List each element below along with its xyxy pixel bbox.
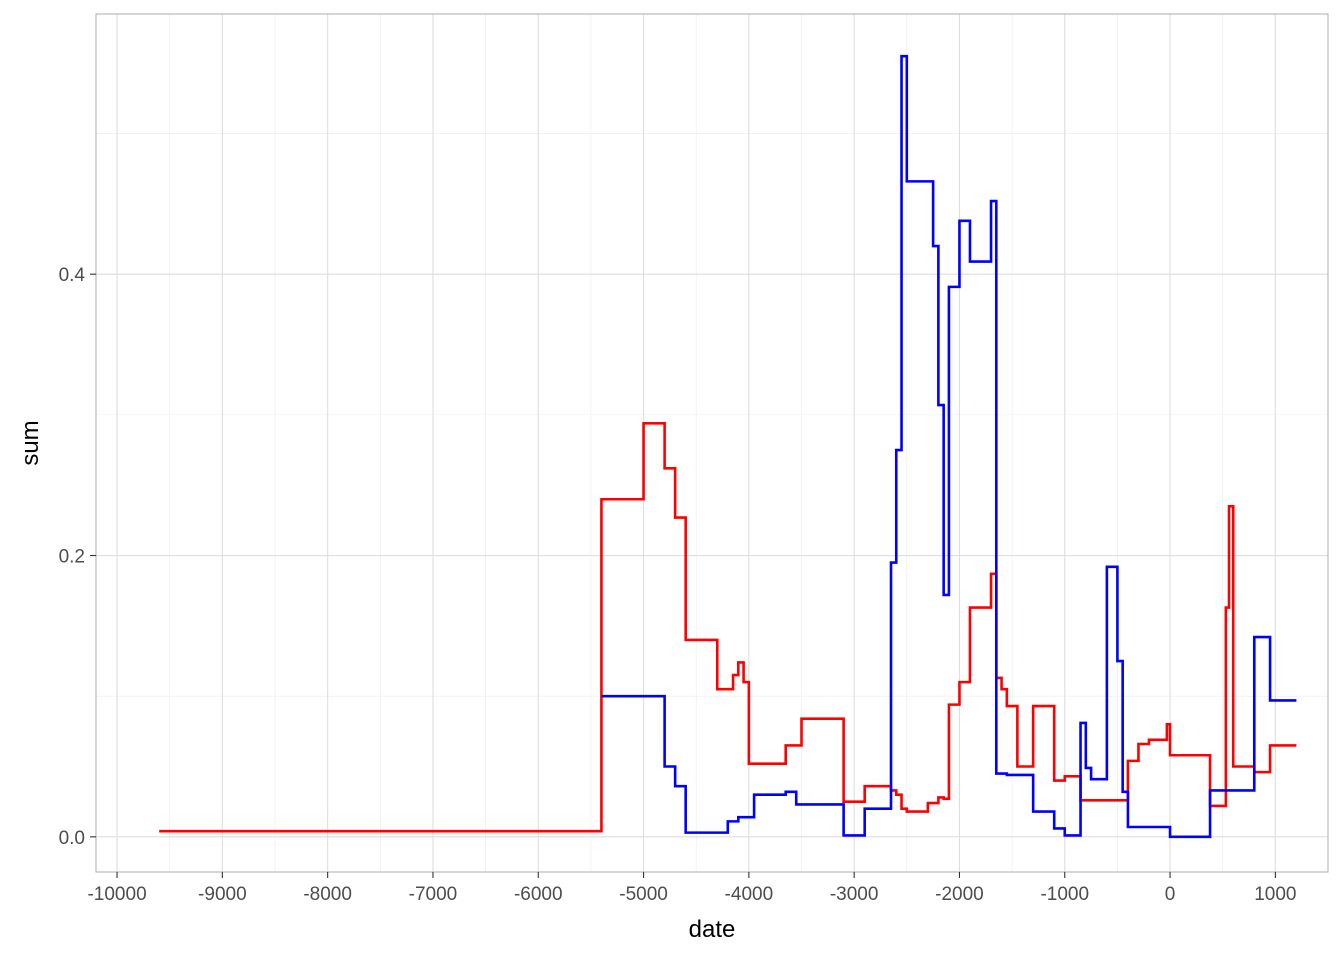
y-tick-label: 0.0 [59,828,85,849]
series-layer [159,54,1297,839]
x-tick-label: -10000 [87,884,146,905]
y-tick-label: 0.2 [59,547,85,568]
series-line-1 [159,422,1297,833]
x-tick-label: -5000 [619,884,668,905]
x-tick-label: -2000 [935,884,984,905]
plot-border [95,13,1329,873]
x-tick-label: -8000 [303,884,352,905]
series-line-2 [601,54,1297,839]
x-axis: -10000 -9000 -8000 -7000 -6000 -5000 -4000 -300… [87,872,1296,905]
x-tick-label: 1000 [1254,884,1296,905]
x-axis-title: date [689,916,736,943]
x-tick-label: -4000 [725,884,774,905]
y-tick-label: 0.4 [59,265,86,286]
x-tick-label: -3000 [830,884,879,905]
x-tick-label: -6000 [514,884,563,905]
x-tick-label: 0 [1165,884,1176,905]
x-tick-label: -9000 [198,884,247,905]
y-axis-title: sum [17,420,44,465]
x-tick-label: -1000 [1040,884,1089,905]
y-axis: 0.0 0.2 0.4 [59,265,96,849]
x-tick-label: -7000 [409,884,458,905]
